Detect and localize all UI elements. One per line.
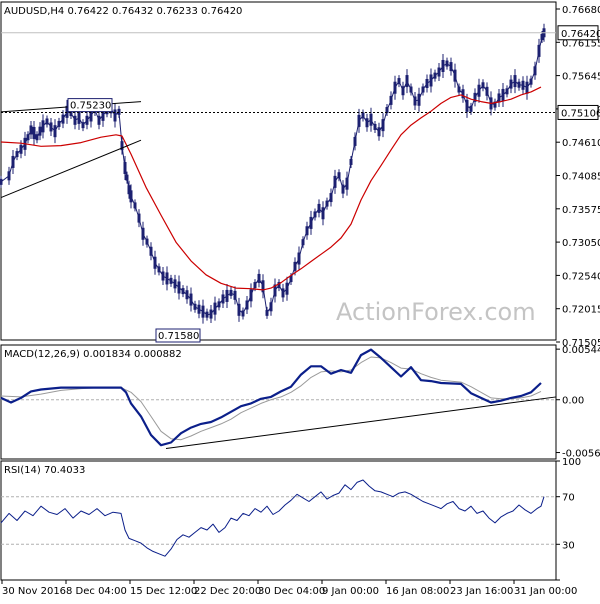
macd-line xyxy=(0,348,542,447)
price-y-tick-label: 0.76155 xyxy=(562,38,600,49)
current-price-label: 0.76420 xyxy=(561,29,600,40)
price-y-tick-label: 0.71505 xyxy=(562,338,600,349)
macd-panel-title: MACD(12,26,9) 0.001834 0.000882 xyxy=(4,349,182,360)
annotation-box-high xyxy=(67,98,113,113)
current-price-tag xyxy=(557,25,599,41)
annotation-box-low xyxy=(155,328,201,343)
price-y-tick-label: 0.75645 xyxy=(562,72,600,83)
macd-y-tick-label: -0.005685 xyxy=(562,449,600,460)
macd-y-tick-label: 0.005444 xyxy=(562,345,600,356)
panel-frame-1 xyxy=(0,1,557,341)
price-close-line xyxy=(0,32,545,316)
x-tick-label: 31 Jan 00:00 xyxy=(514,586,577,597)
rsi-y-tick-label: 70 xyxy=(562,493,575,504)
watermark-text: ActionForex.com xyxy=(336,298,536,326)
x-tick-label: 23 Jan 16:00 xyxy=(450,586,513,597)
price-y-tick-label: 0.73575 xyxy=(562,205,600,216)
macd-y-tick-label: 0.00 xyxy=(562,396,584,407)
price-panel-title: AUDUSD,H4 0.76422 0.76432 0.76233 0.7642… xyxy=(4,6,242,17)
rsi-y-tick-label: 100 xyxy=(562,457,581,468)
rsi-panel-title: RSI(14) 70.4033 xyxy=(4,465,85,476)
rsi-y-tick-label: 30 xyxy=(562,540,575,551)
rsi-line xyxy=(0,479,545,557)
price-y-tick-label: 0.73050 xyxy=(562,238,600,249)
price-y-tick-label: 0.72015 xyxy=(562,305,600,316)
x-tick-label: 22 Dec 20:00 xyxy=(194,586,261,597)
level-line-tag xyxy=(557,104,599,120)
macd-signal-line xyxy=(0,356,542,441)
x-tick-label: 9 Jan 00:00 xyxy=(322,586,379,597)
panel-frame-3 xyxy=(0,460,557,581)
annotation-label-low: 0.71580 xyxy=(158,331,199,342)
price-y-tick-label: 0.76680 xyxy=(562,5,600,16)
x-tick-label: 15 Dec 12:00 xyxy=(130,586,197,597)
price-y-tick-label: 0.72540 xyxy=(562,271,600,282)
macd-trend-line xyxy=(165,396,557,449)
price-y-tick-label: 0.74085 xyxy=(562,172,600,183)
moving-average-line xyxy=(0,86,542,291)
level-line-label: 0.75100 xyxy=(561,108,600,119)
panel-frame-2 xyxy=(0,344,557,460)
x-tick-label: 8 Dec 04:00 xyxy=(66,586,127,597)
price-y-tick-label: 0.74610 xyxy=(562,138,600,149)
x-tick-label: 30 Nov 2016 xyxy=(2,586,66,597)
x-tick-label: 30 Dec 04:00 xyxy=(258,586,325,597)
price-trend-line xyxy=(0,139,142,199)
annotation-label-high: 0.75230 xyxy=(70,101,111,112)
x-tick-label: 16 Jan 08:00 xyxy=(386,586,449,597)
